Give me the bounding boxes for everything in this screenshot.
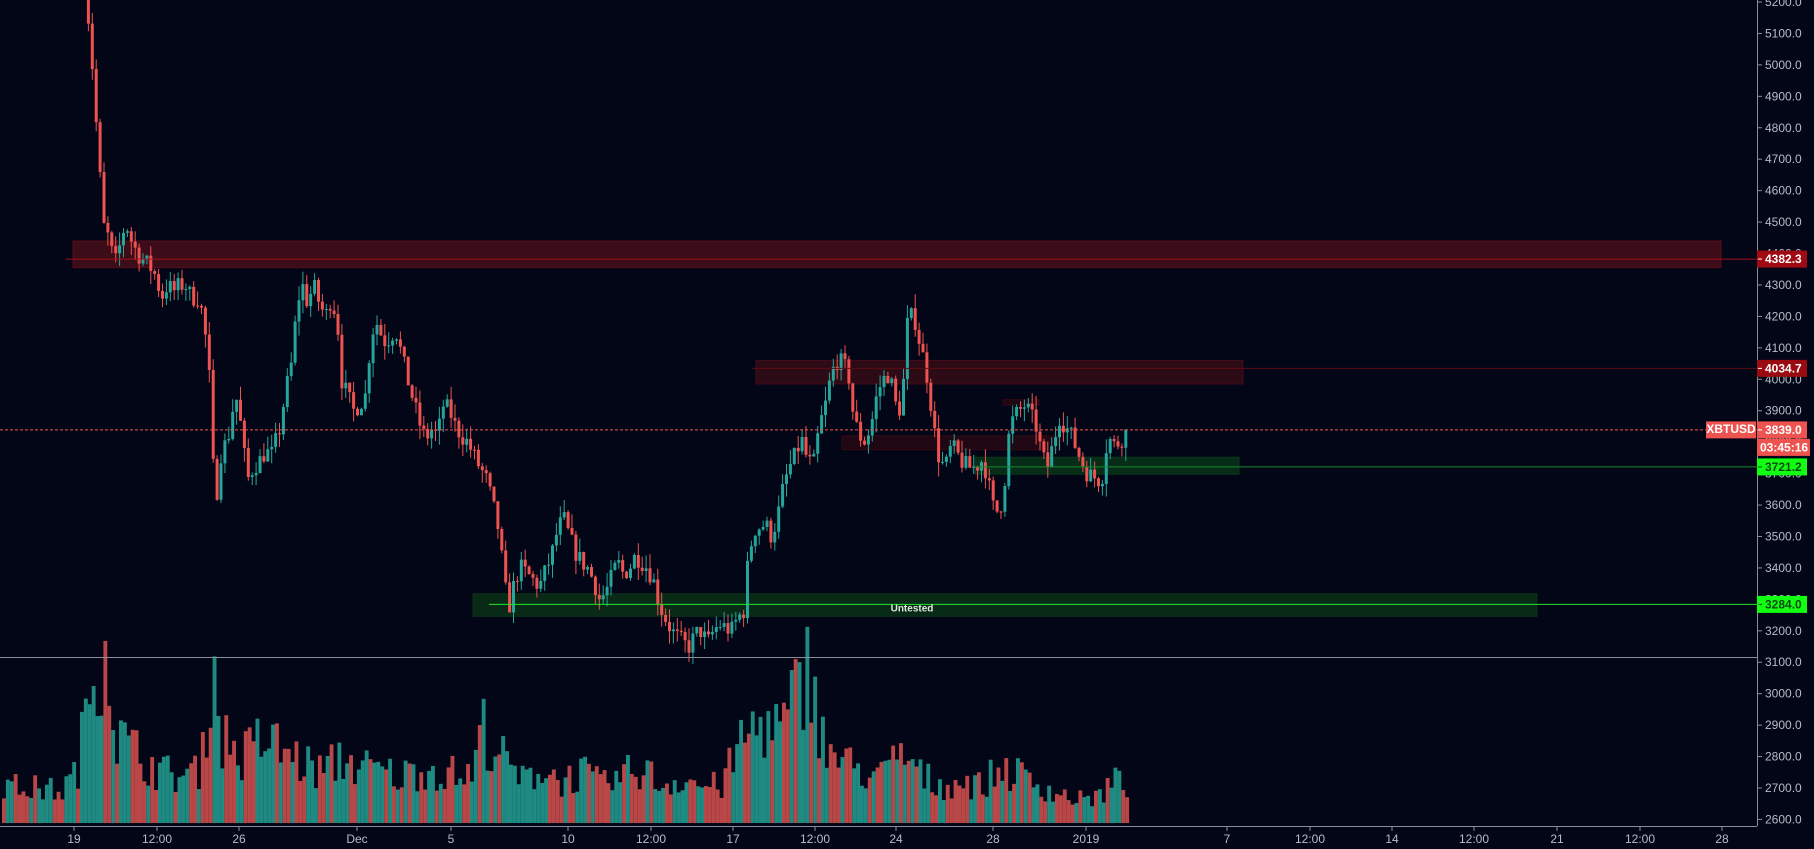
candlestick-series — [86, 0, 1128, 664]
level-4034-tag — [1757, 359, 1807, 377]
price-tick-label: 2800.0 — [1765, 750, 1802, 764]
price-tick-label: 4200.0 — [1765, 309, 1802, 323]
time-tick-label: 5 — [448, 832, 455, 846]
time-tick-label: 26 — [232, 832, 246, 846]
svg-text:3839.0: 3839.0 — [1765, 423, 1802, 437]
time-axis[interactable]: 19 12:00 26 Dec 5 10 12:00 17 12:00 24 28 2019 7 12:0… — [67, 826, 1729, 846]
untested-annotation: Untested — [890, 603, 934, 615]
time-tick-label: 12:00 — [1295, 832, 1325, 846]
countdown-tag — [1757, 438, 1810, 456]
last-price-tag — [1757, 421, 1807, 439]
svg-text:3284.0: 3284.0 — [1765, 597, 1802, 611]
svg-text:XBTUSD: XBTUSD — [1706, 422, 1756, 436]
time-tick-label: 28 — [986, 832, 1000, 846]
price-tick-label: 4600.0 — [1765, 184, 1802, 198]
price-tick-label: 4300.0 — [1765, 278, 1802, 292]
time-tick-label: Dec — [346, 832, 367, 846]
price-tick-label: 3200.0 — [1765, 624, 1802, 638]
svg-text:3721.2: 3721.2 — [1765, 460, 1802, 474]
level-4382-tag — [1757, 250, 1807, 268]
price-tags: 4382.3 4034.7 3721.2 3284.0 XBTUSD 3839.0 03:4… — [1706, 250, 1810, 613]
time-tick-label: 12:00 — [142, 832, 172, 846]
price-tick-label: 5000.0 — [1765, 58, 1802, 72]
price-tick-label: 3000.0 — [1765, 687, 1802, 701]
time-tick-label: 28 — [1715, 832, 1729, 846]
volume-bars — [2, 626, 1130, 823]
price-tick-label: 3900.0 — [1765, 404, 1802, 418]
price-tick-label: 3400.0 — [1765, 561, 1802, 575]
price-tick-label: 2700.0 — [1765, 781, 1802, 795]
price-tick-label: 4100.0 — [1765, 341, 1802, 355]
time-tick-label: 2019 — [1073, 832, 1100, 846]
price-tick-label: 5100.0 — [1765, 26, 1802, 40]
price-axis[interactable]: 5200.0 5100.0 5000.0 4900.0 4800.0 4700.0 4600… — [1757, 0, 1802, 826]
time-tick-label: 12:00 — [800, 832, 830, 846]
time-tick-label: 14 — [1385, 832, 1399, 846]
horizontal-levels — [0, 258, 1757, 605]
resistance-zone-mid[interactable] — [755, 359, 1244, 385]
svg-text:4382.3: 4382.3 — [1765, 252, 1802, 266]
zones-layer — [72, 240, 1722, 617]
symbol-tag — [1706, 421, 1756, 439]
level-3284-tag — [1757, 595, 1807, 613]
price-tick-label: 2900.0 — [1765, 718, 1802, 732]
time-tick-label: 7 — [1224, 832, 1231, 846]
price-tick-label: 3500.0 — [1765, 529, 1802, 543]
price-tick-label: 4700.0 — [1765, 152, 1802, 166]
price-tick-label: 5200.0 — [1765, 0, 1802, 9]
time-tick-label: 12:00 — [1459, 832, 1489, 846]
time-tick-label: 21 — [1550, 832, 1564, 846]
price-tick-label: 4800.0 — [1765, 121, 1802, 135]
price-tick-label: 4500.0 — [1765, 215, 1802, 229]
svg-text:03:45:16: 03:45:16 — [1760, 440, 1808, 454]
time-tick-label: 24 — [889, 832, 903, 846]
time-tick-label: 17 — [726, 832, 740, 846]
price-tick-label: 2600.0 — [1765, 812, 1802, 826]
resistance-zone-upper[interactable] — [72, 240, 1722, 269]
support-zone-untested[interactable] — [472, 593, 1538, 617]
time-tick-label: 19 — [67, 832, 81, 846]
svg-text:4034.7: 4034.7 — [1765, 361, 1802, 375]
time-tick-label: 10 — [561, 832, 575, 846]
time-tick-label: 12:00 — [636, 832, 666, 846]
level-3721-tag — [1757, 458, 1807, 476]
price-tick-label: 3600.0 — [1765, 498, 1802, 512]
time-tick-label: 12:00 — [1625, 832, 1655, 846]
price-tick-label: 4900.0 — [1765, 89, 1802, 103]
price-tick-label: 3100.0 — [1765, 655, 1802, 669]
